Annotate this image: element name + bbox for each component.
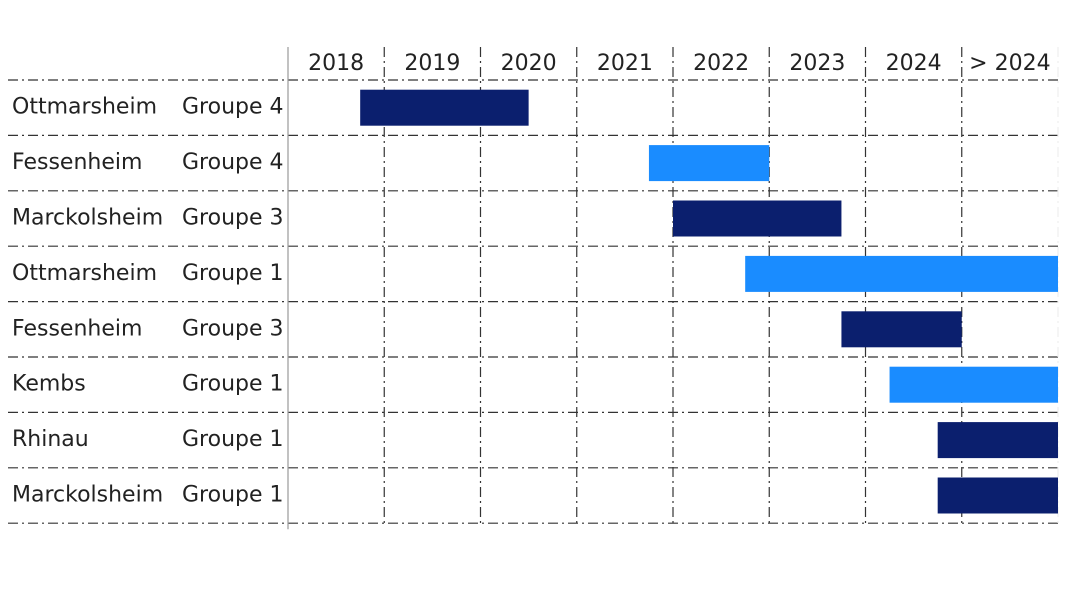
site-label: Fessenheim [12,316,142,341]
column-label: 2020 [501,51,557,76]
column-label: 2019 [404,51,460,76]
site-label: Marckolsheim [12,483,163,508]
group-label: Groupe 4 [182,95,284,120]
group-label: Groupe 1 [182,483,284,508]
bar [673,200,842,237]
column-label: 2024 [886,51,942,76]
column-label: > 2024 [969,51,1050,76]
bar [937,477,1058,514]
group-label: Groupe 4 [182,150,284,175]
column-label: 2022 [693,51,749,76]
group-label: Groupe 1 [182,261,284,286]
column-label: 2018 [308,51,364,76]
site-label: Marckolsheim [12,206,163,231]
bar [360,89,529,126]
bar [648,145,770,182]
group-label: Groupe 1 [182,372,284,397]
site-label: Rhinau [12,427,89,452]
site-label: Fessenheim [12,150,142,175]
site-label: Ottmarsheim [12,95,157,120]
site-label: Ottmarsheim [12,261,157,286]
bar [745,255,1058,292]
group-label: Groupe 3 [182,206,284,231]
bar [889,366,1058,403]
bar [841,311,962,348]
column-label: 2021 [597,51,653,76]
group-label: Groupe 3 [182,316,284,341]
column-label: 2023 [789,51,845,76]
site-label: Kembs [12,372,86,397]
group-label: Groupe 1 [182,427,284,452]
bar [937,422,1058,459]
